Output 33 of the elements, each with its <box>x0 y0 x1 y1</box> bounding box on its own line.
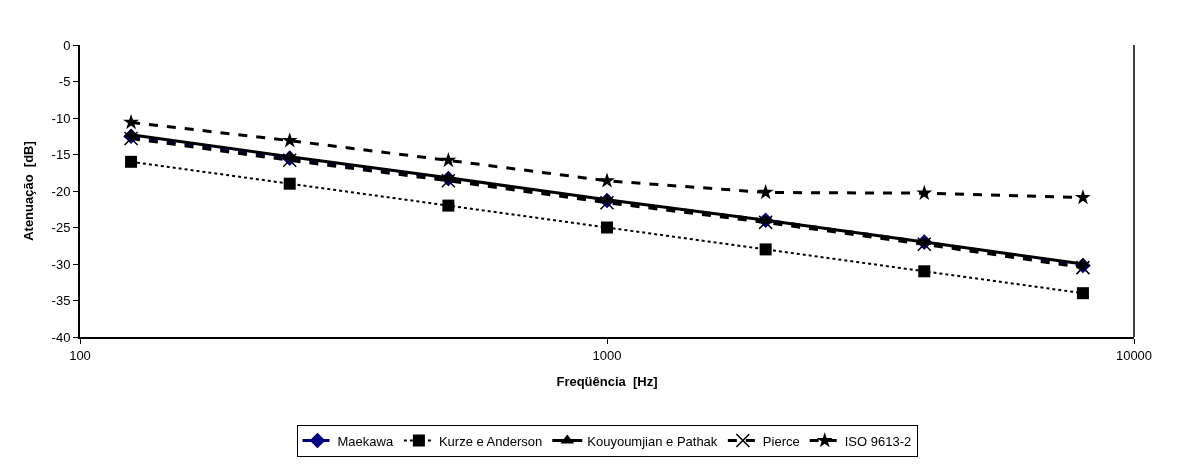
legend-label: Pierce <box>762 433 800 449</box>
legend-label: ISO 9613-2 <box>844 433 912 449</box>
y-tick-label: 0 <box>63 37 71 53</box>
x-axis-title: Freqüência [Hz] <box>556 373 658 389</box>
point <box>283 177 296 190</box>
y-tick-label: -5 <box>58 74 71 90</box>
legend-label: Kouyoumjian e Pathak <box>587 433 718 449</box>
point <box>123 113 140 130</box>
y-tick-label: -30 <box>51 256 71 272</box>
legend-label: Maekawa <box>337 433 394 449</box>
x-tick-label: 1000 <box>592 347 622 363</box>
x-tick-label: 10000 <box>1115 347 1153 363</box>
point <box>1076 287 1089 300</box>
point <box>281 132 298 148</box>
y-tick-label: -40 <box>51 329 71 345</box>
y-tick-label: -25 <box>51 220 71 236</box>
point <box>759 243 772 256</box>
y-tick-label: -10 <box>51 110 71 126</box>
x-tick-label: 100 <box>69 347 91 363</box>
point <box>125 155 138 168</box>
y-axis-title: Atenuação [dB] <box>21 141 37 241</box>
point <box>1074 189 1091 205</box>
point <box>440 151 457 168</box>
point <box>601 221 613 234</box>
y-tick-label: -20 <box>51 183 71 199</box>
point <box>442 199 455 212</box>
point <box>916 184 933 200</box>
point <box>757 184 774 200</box>
point <box>599 172 615 188</box>
y-tick-label: -35 <box>51 293 71 309</box>
point <box>918 265 931 278</box>
legend-label: Kurze e Anderson <box>438 433 543 449</box>
y-tick-label: -15 <box>51 147 71 163</box>
